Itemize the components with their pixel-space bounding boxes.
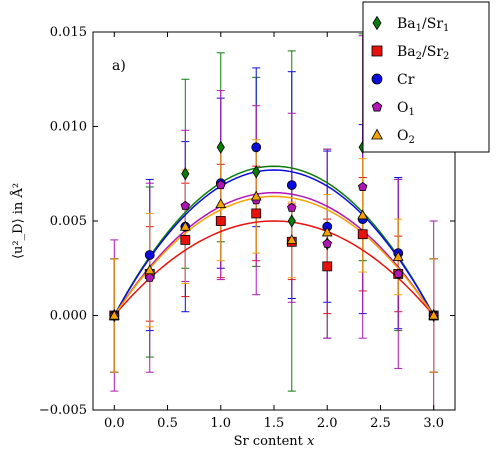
fit-curve-o2	[113, 195, 435, 316]
point-o2	[321, 226, 333, 237]
point-ba1-sr1	[287, 214, 296, 228]
legend-text-part: Ba	[397, 44, 416, 60]
point-ba2-sr2	[251, 208, 262, 219]
legend-text-part: O	[397, 100, 408, 116]
fit-curve-ba1-sr1	[113, 165, 435, 316]
y-tick-label: −0.005	[39, 403, 87, 418]
point-o2	[215, 198, 227, 208]
legend-marker-o2	[371, 128, 383, 140]
legend-marker-ba2-sr2	[371, 45, 383, 57]
legend-text-part: Ba	[397, 16, 416, 32]
point-o1	[216, 180, 226, 190]
legend-subscript: 2	[443, 51, 449, 62]
point-ba2-sr2	[357, 229, 368, 240]
x-tick-label: 2.0	[317, 416, 338, 431]
legend-subscript: 2	[416, 51, 422, 62]
panel-label: a)	[112, 58, 126, 74]
x-axis-label-variable: x	[307, 434, 315, 449]
x-tick-label: 2.5	[370, 416, 391, 431]
point-o2	[392, 251, 404, 261]
y-axis-label: ⟨u²_D⟩ in Å²	[10, 183, 26, 259]
point-o1	[180, 200, 191, 210]
legend-label-o2: O2	[397, 128, 415, 146]
point-ba2-sr2	[215, 216, 226, 226]
point-cr	[251, 142, 262, 153]
x-axis-label: Sr content x	[234, 434, 315, 449]
x-tick-label: 0.0	[104, 416, 125, 431]
legend-label-ba1-sr1: Ba1/Sr1	[397, 16, 449, 34]
point-ba2-sr2	[180, 234, 191, 245]
legend-subscript: 1	[408, 107, 414, 118]
x-axis-label-text: Sr content	[234, 434, 307, 449]
point-o2	[179, 220, 191, 231]
legend-marker-ba1-sr1	[372, 15, 382, 31]
legend-marker-cr	[371, 73, 383, 85]
point-o1	[144, 272, 155, 282]
point-o2	[144, 264, 156, 275]
y-tick-label: 0.010	[50, 120, 87, 135]
legend-subscript: 1	[416, 23, 422, 34]
x-tick-label: 0.5	[157, 416, 178, 431]
point-ba1-sr1	[181, 167, 190, 181]
legend-label-cr: Cr	[397, 72, 415, 88]
point-o1	[357, 181, 368, 192]
point-ba1-sr1	[252, 165, 261, 179]
fit-curve-cr	[113, 169, 435, 316]
legend-label-ba2-sr2: Ba2/Sr2	[397, 44, 449, 62]
legend-subscript: 1	[443, 23, 449, 34]
point-cr	[286, 180, 297, 190]
point-o2	[286, 234, 298, 244]
y-tick-label: 0.015	[50, 25, 87, 40]
point-o2	[250, 190, 262, 201]
point-o1	[322, 238, 332, 248]
legend-text-part: O	[397, 128, 408, 144]
x-tick-label: 1.5	[264, 416, 285, 431]
legend-text-part: /Sr	[422, 44, 443, 60]
legend-text-part: Cr	[397, 72, 415, 88]
fit-curve-group	[113, 165, 435, 316]
point-ba1-sr1	[216, 140, 225, 154]
x-axis-ticks: 0.0 0.5 1.0 1.5 2.0 2.5 3.0	[104, 32, 444, 431]
y-tick-label: 0.005	[50, 214, 87, 229]
point-o2	[357, 209, 369, 220]
fit-curve-o1	[113, 191, 435, 316]
legend-text-part: /Sr	[422, 16, 443, 32]
point-o1	[287, 202, 297, 212]
marker-group	[108, 140, 440, 323]
legend-box	[362, 1, 490, 153]
point-o2	[428, 309, 440, 320]
point-o2	[108, 309, 120, 320]
point-cr	[144, 250, 155, 260]
point-ba2-sr2	[322, 261, 333, 272]
y-tick-label: 0.000	[50, 309, 87, 324]
legend-label-o1: O1	[397, 100, 415, 118]
x-tick-label: 1.0	[210, 416, 231, 431]
legend-marker-o1	[371, 101, 383, 112]
x-tick-label: 3.0	[423, 416, 444, 431]
y-axis-ticks: −0.005 0.000 0.005 0.010 0.015	[39, 25, 455, 418]
point-o1	[393, 268, 404, 278]
legend-subscript: 2	[408, 135, 414, 146]
fit-curve-ba2-sr2	[113, 220, 435, 316]
